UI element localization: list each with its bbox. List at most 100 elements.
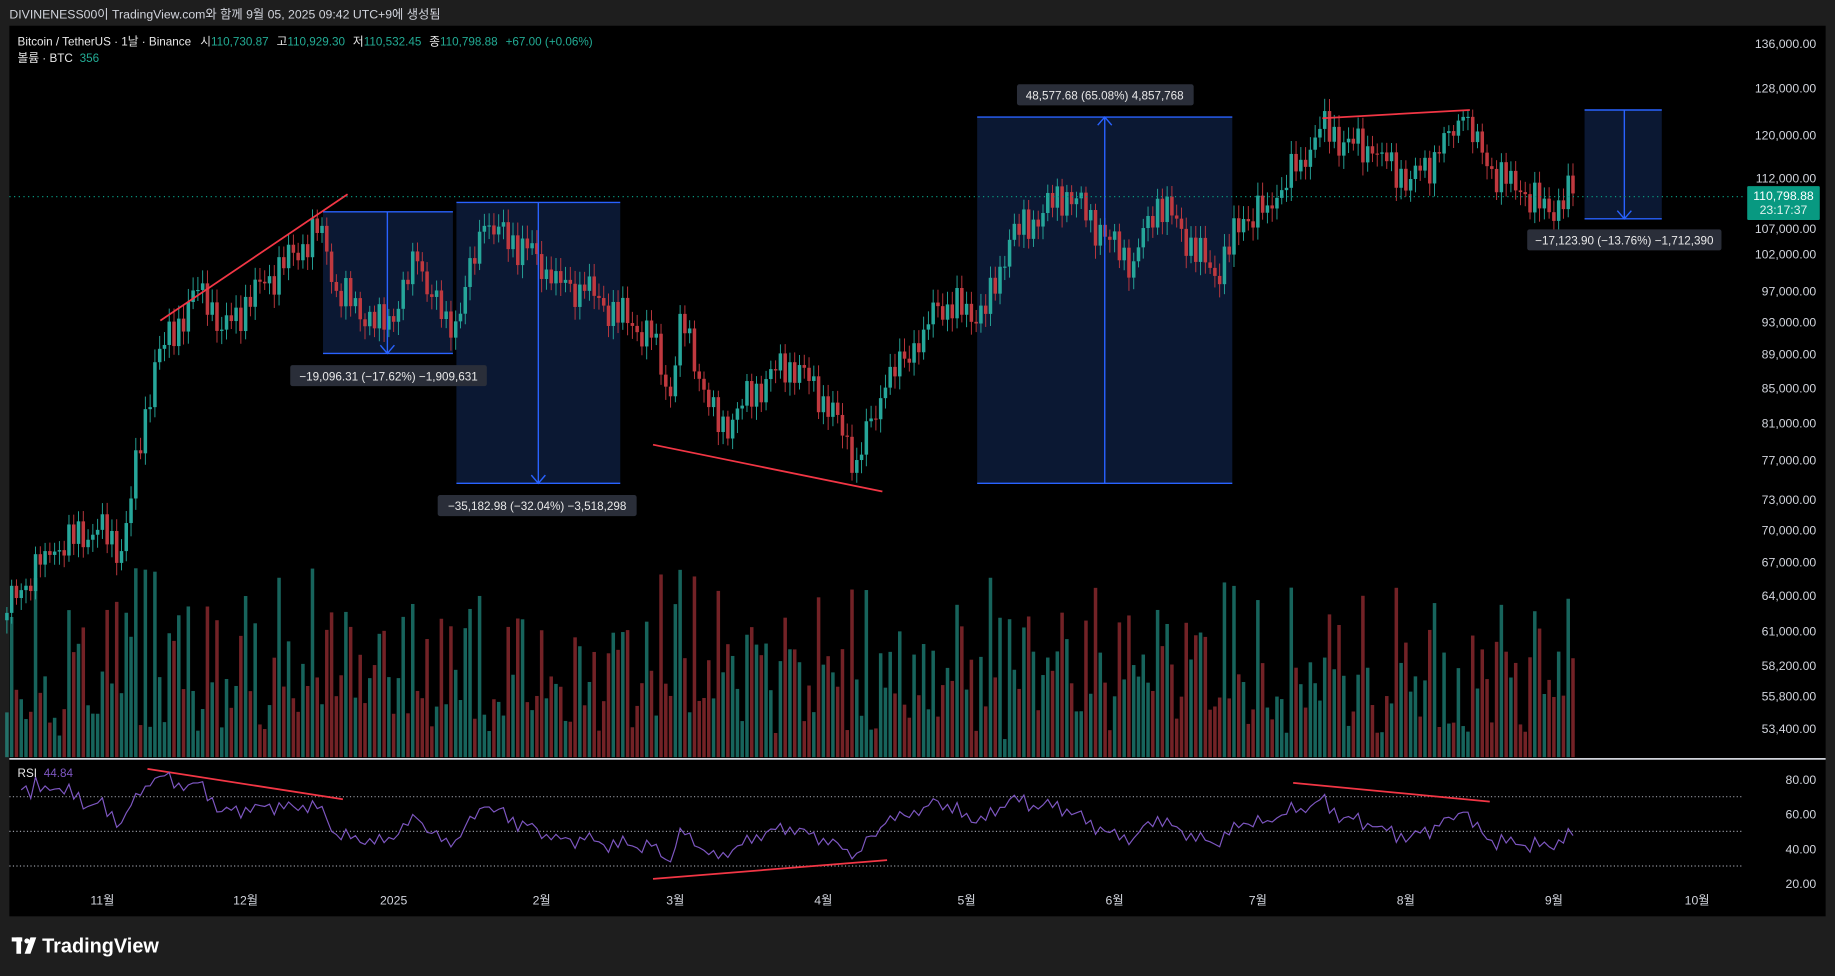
- volume-bar: [649, 670, 654, 758]
- trendline[interactable]: [1322, 109, 1470, 120]
- rsi-tick: 60.00: [1786, 808, 1817, 822]
- volume-bar: [291, 698, 296, 758]
- volume-bar: [539, 630, 544, 758]
- volume-bar: [1217, 697, 1222, 758]
- volume-bar: [945, 667, 950, 758]
- volume-value: 356: [80, 52, 100, 65]
- close-label: 종: [429, 36, 440, 49]
- symbol-title[interactable]: Bitcoin / TetherUS · 1날 · Binance: [18, 36, 192, 49]
- candle-body: [134, 450, 138, 499]
- volume-label[interactable]: 볼륨 · BTC: [18, 52, 73, 65]
- candle-body: [1537, 182, 1542, 209]
- trendlines[interactable]: [147, 109, 1490, 880]
- volume-bar: [592, 651, 596, 758]
- candle-body: [549, 269, 553, 284]
- time-tick: 9월: [1545, 894, 1563, 908]
- candle-body: [1251, 221, 1255, 228]
- volume-bar: [850, 589, 854, 758]
- volume-bar: [582, 705, 587, 758]
- volume-bar: [1194, 635, 1198, 758]
- time-tick: 10월: [1685, 894, 1710, 908]
- measure-arrow-down-icon: [1584, 109, 1662, 220]
- volume-bar: [19, 699, 23, 758]
- volume-bar: [453, 669, 458, 758]
- volume-bar: [1432, 603, 1437, 758]
- candle-body: [387, 316, 391, 330]
- candle-body: [821, 396, 826, 413]
- volume-bar: [511, 674, 515, 758]
- price-tick: 58,200.00: [1762, 659, 1817, 673]
- change-value: +67.00 (+0.06%): [506, 36, 593, 49]
- volume-bar: [616, 649, 620, 758]
- volume-bar: [205, 606, 210, 758]
- volume-bar: [1174, 718, 1179, 758]
- price-tick: 67,000.00: [1762, 556, 1817, 570]
- volume-bar: [406, 713, 410, 758]
- candle-body: [1418, 165, 1422, 171]
- volume-bar: [711, 698, 716, 758]
- candle-body: [1065, 192, 1069, 216]
- candle-body: [745, 381, 749, 406]
- candle-body: [1561, 200, 1566, 210]
- candle-body: [520, 238, 525, 266]
- candle-body: [1026, 209, 1031, 239]
- volume-bar: [568, 721, 573, 758]
- candle-body: [224, 315, 229, 330]
- volume-bar: [778, 661, 783, 758]
- candle-body: [912, 343, 916, 363]
- volume-bar: [1518, 724, 1523, 758]
- volume-bar: [1322, 657, 1327, 758]
- rsi-trendline[interactable]: [1293, 782, 1490, 803]
- candle-body: [940, 306, 945, 320]
- candle-body: [568, 279, 573, 284]
- volume-bar: [33, 577, 38, 758]
- volume-bar: [1122, 679, 1126, 758]
- volume-bar: [1227, 698, 1231, 758]
- rsi-label[interactable]: RSI: [18, 767, 37, 780]
- open-value: 110,730.87: [211, 36, 269, 49]
- candle-body: [1528, 194, 1532, 213]
- volume-bar: [119, 693, 124, 758]
- measure-box-4[interactable]: [1584, 110, 1662, 219]
- candle-body: [200, 283, 205, 290]
- candle-body: [1203, 237, 1208, 263]
- volume-bar: [1036, 710, 1040, 758]
- tradingview-logo[interactable]: TradingView: [11, 936, 160, 958]
- candle-body: [993, 277, 998, 294]
- volume-bar: [807, 685, 811, 758]
- volume-bar: [382, 630, 386, 758]
- candle-body: [1227, 246, 1231, 255]
- volume-bar: [305, 685, 310, 758]
- candle-body: [1351, 138, 1356, 144]
- candle-body: [1318, 128, 1322, 138]
- rsi-trendline[interactable]: [147, 767, 344, 801]
- candle-body: [759, 383, 764, 403]
- candle-body: [1494, 168, 1499, 193]
- candle-body: [1509, 170, 1513, 184]
- candle-body: [1055, 186, 1060, 208]
- volume-bar: [826, 656, 830, 758]
- volume-bar: [310, 568, 315, 758]
- candle-body: [1294, 153, 1298, 172]
- volume-bar: [1556, 651, 1561, 758]
- volume-bar: [124, 612, 129, 758]
- volume-bar: [831, 672, 835, 758]
- candle-body: [878, 398, 883, 420]
- volume-bar: [1260, 663, 1265, 758]
- bar-countdown: 23:17:37: [1760, 203, 1808, 217]
- candle-body: [835, 402, 840, 415]
- price-tick: 107,000.00: [1755, 222, 1817, 236]
- volume-bar: [668, 695, 673, 758]
- trendline[interactable]: [652, 443, 883, 493]
- volume-bar: [630, 727, 635, 758]
- rsi-legend: RSI 44.84: [18, 767, 74, 780]
- candle-body: [339, 290, 343, 307]
- trendline[interactable]: [159, 193, 349, 322]
- candle-body: [1170, 196, 1174, 216]
- candle-body: [1031, 219, 1036, 239]
- candle-body: [1518, 190, 1523, 193]
- rsi-trendline[interactable]: [652, 859, 888, 880]
- tradingview-logo-icon: [11, 937, 37, 954]
- volume-bar: [100, 671, 105, 758]
